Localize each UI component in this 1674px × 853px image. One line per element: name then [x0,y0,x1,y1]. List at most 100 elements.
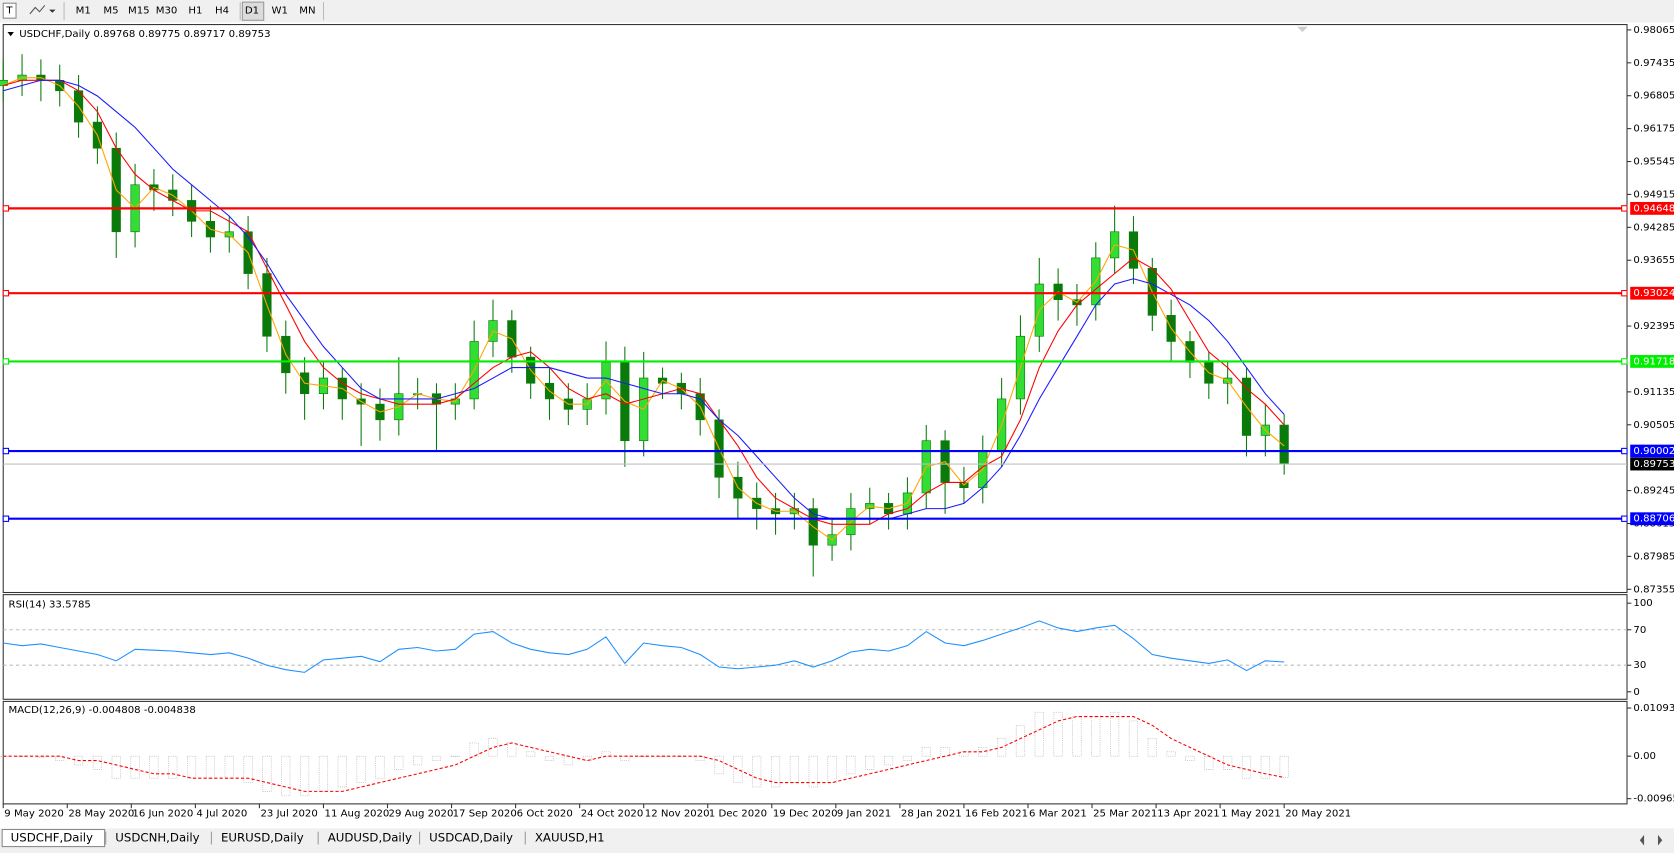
timeframe-button[interactable]: M5 [103,6,118,17]
y-tick-label: 0.94285 [1633,222,1674,233]
x-tick-label: 6 Mar 2021 [1029,808,1087,819]
signal-line [3,716,1285,792]
macd-bar [1185,755,1195,761]
candle-body [0,79,8,86]
y-tick-label: 100 [1633,598,1652,609]
timeframe-button[interactable]: H1 [188,6,202,17]
macd-bar [1128,720,1139,757]
timeframe-button[interactable]: M15 [128,6,150,17]
x-tick-label: 29 Aug 2020 [389,808,454,819]
level-label-bg [1630,444,1674,458]
macd-bar [808,755,818,788]
level-label: 0.88706 [1633,514,1674,525]
level-handle[interactable] [2,447,10,455]
level-label-bg [1630,355,1674,368]
timeframe-button[interactable]: D1 [245,6,259,17]
macd-bar [92,755,102,770]
y-tick-label: 0.93655 [1633,255,1674,266]
x-tick-label: 1 May 2021 [1221,808,1281,819]
macd-bar [243,755,253,783]
level-label: 0.90002 [1633,446,1674,457]
y-tick-label: 0.87355 [1633,584,1674,595]
x-tick-label: 17 Sep 2020 [453,808,517,819]
y-tick-label: 30 [1633,660,1646,671]
y-tick-label: 0.00 [1633,751,1656,762]
collapse-arrow[interactable] [7,32,14,37]
x-tick-label: 9 May 2020 [4,808,64,819]
y-tick-label: 70 [1633,625,1646,636]
y-tick-label: 0.96175 [1633,124,1674,135]
level-handle[interactable] [2,289,10,297]
timeframe-button[interactable]: W1 [271,6,287,17]
macd-bar [1260,755,1270,779]
tab-label: USDCAD,Daily [429,831,513,845]
macd-bar [300,755,310,797]
macd-bar [544,755,555,761]
tab[interactable] [212,829,318,847]
x-tick-label: 20 May 2021 [1285,808,1351,819]
x-tick-label: 13 Apr 2021 [1157,808,1220,819]
tab[interactable] [319,829,419,847]
macd-bar [978,747,988,757]
macd-bar [431,755,442,761]
level-handle[interactable] [1621,205,1628,212]
active-timeframe [241,1,265,21]
y-tick-label: 0.95545 [1633,157,1674,168]
macd-bar [921,747,931,757]
y-tick-label: 0.90505 [1633,420,1674,431]
y-tick-label: 0.010933 [1633,703,1674,714]
macd-bar [1034,711,1044,757]
x-tick-label: 28 Jan 2021 [901,808,962,819]
y-tick-label: 0.97435 [1633,58,1674,69]
tab-label: AUDUSD,Daily [328,831,412,845]
chart-header: USDCHF,Daily 0.89768 0.89775 0.89717 0.8… [19,29,270,40]
y-tick-label: -0.009655 [1633,794,1674,805]
timeframe-button[interactable]: M1 [76,6,91,17]
level-handle[interactable] [1621,358,1628,365]
x-tick-label: 19 Dec 2020 [773,808,838,819]
level-handle[interactable] [1621,447,1628,455]
level-handle[interactable] [2,515,10,522]
macd-bar [902,755,913,761]
x-tick-label: 16 Feb 2021 [965,808,1028,819]
macd-bar [488,738,498,757]
macd-bar [865,755,875,770]
macd-bar [1110,711,1120,757]
x-tick-label: 24 Oct 2020 [581,808,644,819]
moving-average [3,79,1285,520]
draw-tool[interactable] [29,4,46,15]
text-tool[interactable] [2,2,17,19]
level-handle[interactable] [1621,289,1628,297]
level-label: 0.91718 [1633,356,1674,367]
tab[interactable] [420,829,525,847]
timeframe-button[interactable]: MN [299,6,315,17]
main-panel [2,24,1628,594]
y-tick-label: 0.94915 [1633,189,1674,200]
x-tick-label: 28 May 2020 [68,808,134,819]
rsi-line [3,620,1285,673]
text-tool-icon: T [5,6,13,17]
tab-label: USDCNH,Daily [115,831,199,845]
y-tick-label: 0.92395 [1633,321,1674,332]
timeframe-button[interactable]: H4 [215,6,229,17]
timeframe-button[interactable]: M30 [156,6,178,17]
tab-label: XAUUSD,H1 [535,831,605,845]
macd-bar [413,755,423,766]
level-handle[interactable] [2,205,10,212]
level-label: 0.94648 [1633,203,1674,214]
tab[interactable] [526,829,609,847]
level-handle[interactable] [1621,515,1628,522]
x-tick-label: 11 Aug 2020 [325,808,390,819]
level-handle[interactable] [2,358,10,365]
macd-bar [337,755,347,788]
rsi-panel [2,594,1628,700]
macd-bar [846,755,856,775]
x-tick-label: 4 Jul 2020 [196,808,247,819]
tab[interactable] [1,828,106,848]
dropdown[interactable] [49,9,56,13]
macd-panel [2,700,1628,805]
level-label-bg [1630,201,1674,215]
tab[interactable] [106,829,211,847]
macd-bar [714,755,724,775]
